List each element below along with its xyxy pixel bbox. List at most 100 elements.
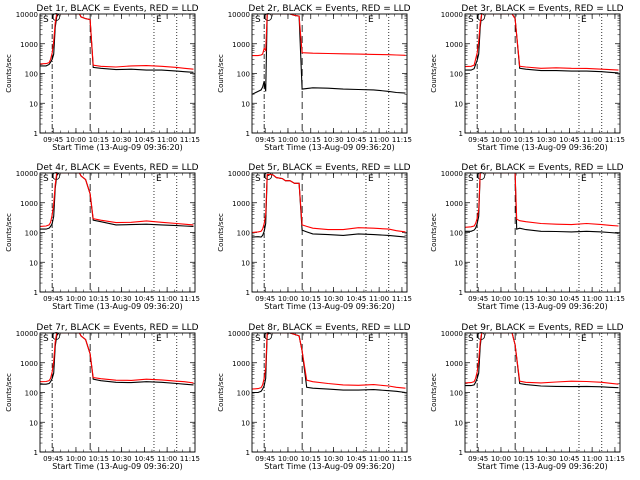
x-tick-label: 10:45 [134,136,154,144]
series-line-lld [465,333,619,385]
x-tick-label: 09:45 [43,136,63,144]
x-tick-label: 09:45 [255,136,275,144]
chart-panel-det-9: Det 9r, BLACK = Events, RED = LLD 1 10 100 1… [430,323,625,471]
marker-label-e: E [581,174,587,184]
chart-title: Det 2r, BLACK = Events, RED = LLD [248,4,410,14]
x-tick-label: 09:45 [468,455,488,463]
marker-label-e: E [368,174,374,184]
x-axis-label: Start Time (13-Aug-09 09:36:20) [477,302,608,311]
x-tick-label: 10:15 [301,295,321,303]
series-line-lld [40,173,194,227]
x-tick-label: 10:15 [89,295,109,303]
series-line-events [465,333,619,389]
chart-panel-det-2: Det 2r, BLACK = Events, RED = LLD 1 10 100 1… [217,4,412,152]
x-tick-label: 10:00 [278,295,298,303]
x-tick-label: 11:15 [605,295,625,303]
chart-panel-det-5: Det 5r, BLACK = Events, RED = LLD 1 10 100 1… [217,163,412,311]
x-tick-label: 10:15 [514,455,534,463]
x-tick-label: 09:45 [255,295,275,303]
y-tick-label: 10000 [441,330,463,338]
y-tick-label: 1 [34,130,38,138]
chart-panel-det-1: Det 1r, BLACK = Events, RED = LLD 1 10 100 1… [5,4,200,152]
y-tick-label: 1000 [20,200,38,208]
x-tick-label: 10:30 [323,455,343,463]
x-tick-label: 10:30 [323,136,343,144]
y-tick-label: 1000 [445,360,463,368]
y-tick-label: 1000 [20,360,38,368]
series-line-lld [465,14,619,71]
x-tick-label: 10:30 [323,295,343,303]
chart-panel-det-6: Det 6r, BLACK = Events, RED = LLD 1 10 100 1… [430,163,625,311]
x-tick-label: 10:15 [301,136,321,144]
series-line-lld [252,173,406,234]
x-tick-label: 10:45 [134,455,154,463]
y-tick-label: 10 [241,259,250,267]
y-tick-label: 1000 [445,200,463,208]
x-tick-label: 11:15 [392,295,412,303]
x-tick-label: 10:15 [89,136,109,144]
x-tick-label: 10:15 [514,136,534,144]
x-tick-label: 10:15 [514,295,534,303]
x-tick-label: 10:00 [491,295,511,303]
x-axis-label: Start Time (13-Aug-09 09:36:20) [477,143,608,152]
y-tick-label: 100 [25,71,38,79]
x-tick-label: 09:45 [43,455,63,463]
y-tick-label: 10000 [228,11,250,19]
x-tick-label: 11:15 [605,136,625,144]
y-tick-label: 10 [454,100,463,108]
x-tick-label: 10:00 [66,455,86,463]
y-tick-label: 1 [246,449,250,457]
x-tick-label: 09:45 [43,295,63,303]
x-axis-label: Start Time (13-Aug-09 09:36:20) [264,143,395,152]
series-line-events [252,173,406,238]
marker-circle [264,13,273,21]
x-tick-label: 10:00 [491,136,511,144]
series-line-lld [40,14,194,70]
marker-circle [264,332,273,340]
y-tick-label: 1 [246,130,250,138]
marker-label-e: E [368,334,374,344]
y-tick-label: 100 [450,230,463,238]
y-tick-label: 10000 [16,330,38,338]
y-tick-label: 100 [450,71,463,79]
y-axis-label: Counts/sec [217,54,225,93]
y-tick-label: 10000 [441,170,463,178]
plot-frame [39,13,196,134]
plot-frame [251,13,408,134]
x-tick-label: 11:00 [157,136,177,144]
chart-title: Det 9r, BLACK = Events, RED = LLD [461,323,623,333]
y-tick-label: 1 [246,289,250,297]
y-tick-label: 1000 [445,41,463,49]
marker-label-s: S [43,334,49,344]
x-tick-label: 11:15 [392,136,412,144]
y-tick-label: 10 [241,100,250,108]
y-axis-label: Counts/sec [5,213,13,252]
chart-panel-det-3: Det 3r, BLACK = Events, RED = LLD 1 10 100 1… [430,4,625,152]
x-tick-label: 10:45 [559,136,579,144]
plot-frame [464,172,621,293]
x-axis-label: Start Time (13-Aug-09 09:36:20) [52,302,183,311]
y-tick-label: 100 [237,71,250,79]
x-tick-label: 11:15 [180,455,200,463]
y-tick-label: 10000 [16,170,38,178]
series-line-events [40,333,194,386]
x-tick-label: 10:30 [111,295,131,303]
x-tick-label: 11:00 [582,136,602,144]
marker-label-e: E [156,334,162,344]
marker-label-s: S [255,334,261,344]
x-tick-label: 10:00 [278,455,298,463]
y-tick-label: 1 [34,289,38,297]
x-tick-label: 11:15 [180,136,200,144]
x-tick-label: 10:30 [536,136,556,144]
marker-label-e: E [581,334,587,344]
x-tick-label: 10:15 [89,455,109,463]
y-tick-label: 100 [237,230,250,238]
x-tick-label: 09:45 [255,455,275,463]
x-tick-label: 10:00 [66,136,86,144]
series-line-events [40,173,194,230]
marker-circle [477,172,486,180]
x-tick-label: 09:45 [468,295,488,303]
chart-title: Det 8r, BLACK = Events, RED = LLD [248,323,410,333]
x-tick-label: 10:45 [346,455,366,463]
